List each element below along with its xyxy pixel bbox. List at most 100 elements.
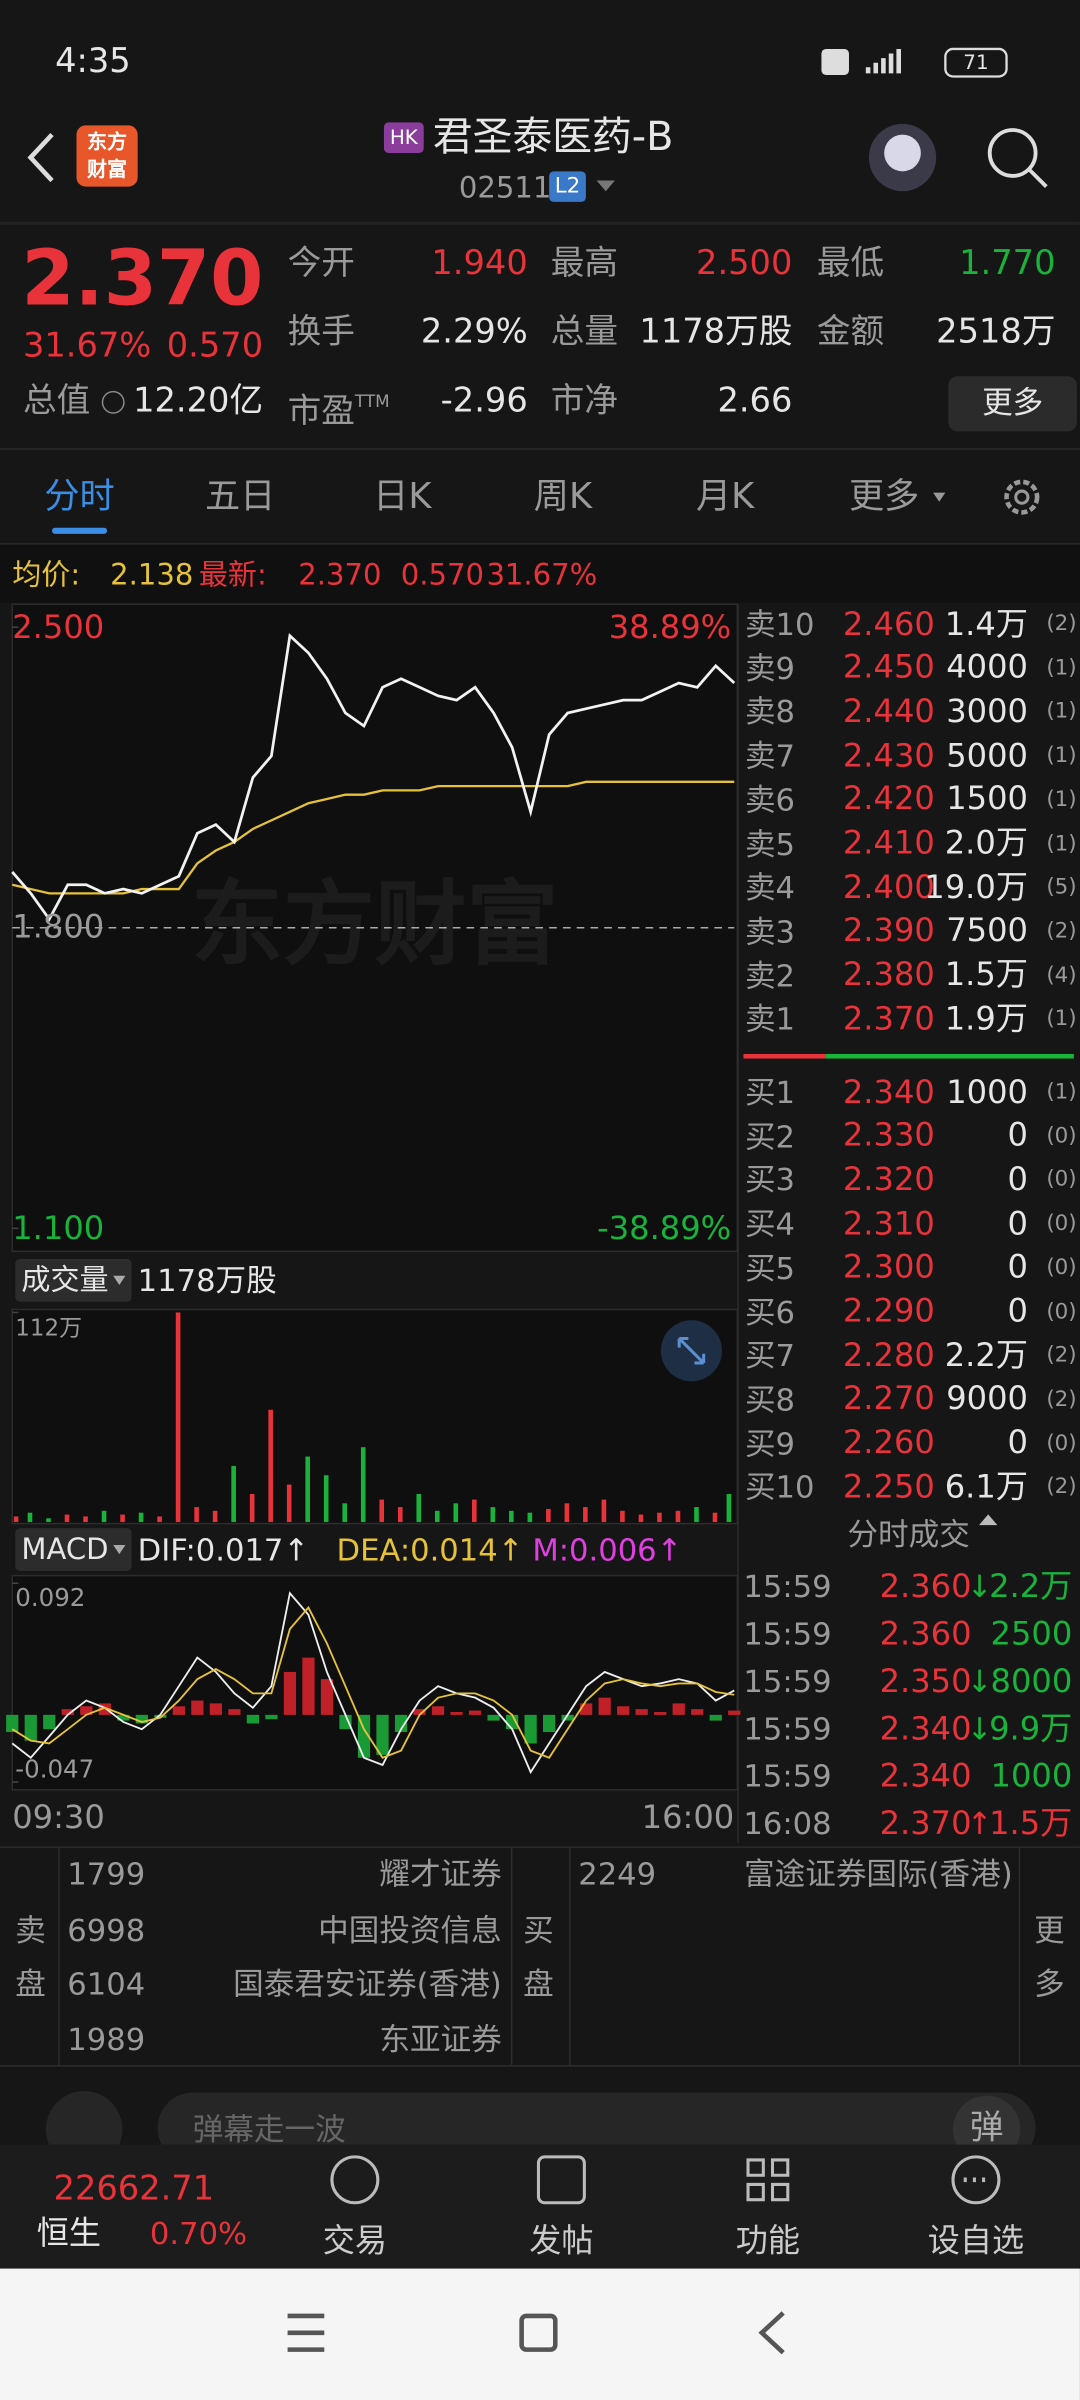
book-label: 卖8	[744, 693, 796, 731]
volume-selector[interactable]	[15, 1258, 132, 1302]
broker-side-label[interactable]: 更	[1034, 1912, 1065, 1949]
price-line	[11, 632, 736, 922]
book-volume: 2.2万	[944, 1336, 1028, 1374]
broker-side-label: 买	[523, 1912, 554, 1949]
book-price: 2.340	[842, 1073, 935, 1110]
nav-item[interactable]: 功能	[735, 2221, 801, 2259]
book-count: (2)	[1046, 919, 1077, 944]
book-label: 买4	[744, 1205, 796, 1243]
trade-price: 2.350	[879, 1662, 972, 1699]
broker-side-label[interactable]: 多	[1034, 1965, 1065, 2003]
divider	[0, 1846, 1080, 1848]
nav-item[interactable]: 交易	[322, 2221, 388, 2259]
book-count: (4)	[1046, 963, 1077, 988]
trade-time: 15:59	[743, 1567, 832, 1605]
book-label: 卖4	[744, 869, 796, 906]
danmaku-button-label[interactable]: 弹	[969, 2109, 1004, 2148]
dif-line	[11, 1591, 735, 1775]
divider	[510, 1847, 513, 2066]
tab[interactable]: 周K	[533, 476, 593, 517]
pct-bottom: -38.89%	[597, 1209, 732, 1246]
volume-bar	[101, 1510, 107, 1523]
settings-button[interactable]	[1004, 479, 1040, 515]
book-count: (2)	[1046, 1343, 1077, 1368]
dea-line	[11, 1605, 735, 1759]
book-count: (2)	[1046, 1387, 1077, 1412]
more-button-label[interactable]: 更多	[982, 383, 1044, 421]
book-label: 买7	[744, 1337, 796, 1374]
expand-icon	[677, 1336, 706, 1365]
book-volume: 4000	[946, 648, 1028, 686]
search-button[interactable]	[987, 128, 1038, 178]
volume-bar	[620, 1510, 625, 1523]
info-icon[interactable]	[101, 390, 125, 414]
volume-bar	[416, 1493, 422, 1523]
volume-bar	[212, 1510, 218, 1523]
book-label: 买10	[744, 1468, 815, 1506]
broker-side-label: 盘	[523, 1965, 554, 2003]
book-count: (5)	[1046, 875, 1077, 900]
macd-bar	[172, 1706, 185, 1715]
bid-ratio	[826, 1053, 1074, 1059]
trade-price: 2.340	[879, 1756, 972, 1794]
broker-id: 6998	[67, 1912, 146, 1949]
book-price: 2.400	[842, 868, 935, 906]
tab[interactable]: 分时	[44, 476, 115, 517]
volume-bar	[194, 1507, 199, 1523]
settings-center	[1014, 489, 1030, 505]
volume-bar	[546, 1508, 551, 1523]
battery-level: 71	[963, 51, 989, 75]
broker-name: 国泰君安证券(香港)	[233, 1965, 502, 2003]
macd-bar	[691, 1709, 704, 1715]
trade-volume: 9.9万	[989, 1709, 1073, 1747]
trade-time: 16:08	[743, 1805, 832, 1842]
macd-selector-label[interactable]: MACD	[21, 1531, 109, 1566]
divider	[0, 2065, 1080, 2067]
field-label: 最低	[816, 244, 885, 283]
volume-selector-label[interactable]: 成交量	[21, 1262, 109, 1297]
index-name: 恒生	[36, 2214, 101, 2251]
volume-bar	[64, 1514, 70, 1523]
latest-label: 最新:	[198, 557, 267, 592]
menu-button[interactable]	[287, 2313, 325, 2352]
back-button[interactable]	[27, 133, 54, 183]
index-value[interactable]: 22662.71	[53, 2170, 215, 2209]
back-nav-button[interactable]	[758, 2311, 785, 2355]
book-count: (0)	[1046, 1255, 1077, 1281]
hd-icon	[821, 48, 849, 75]
book-count: (2)	[1046, 1475, 1077, 1500]
book-price: 2.310	[842, 1204, 935, 1242]
book-volume: 3000	[946, 692, 1028, 730]
macd-bar	[394, 1714, 408, 1733]
macd-bar	[61, 1709, 74, 1715]
nav-item[interactable]: 发帖	[529, 2221, 594, 2259]
nav-item[interactable]: 设自选	[927, 2221, 1025, 2259]
book-price: 2.270	[842, 1380, 935, 1418]
book-price: 2.280	[842, 1336, 935, 1374]
book-label: 买1	[744, 1073, 796, 1111]
macd-dea: DEA:0.014↑	[336, 1531, 524, 1568]
x-label: 09:30	[12, 1798, 105, 1835]
macd-bar	[80, 1706, 93, 1715]
home-button[interactable]	[519, 2313, 558, 2352]
tab[interactable]: 月K	[695, 476, 755, 517]
more-button[interactable]	[948, 376, 1077, 432]
book-label: 卖6	[744, 781, 796, 819]
macd-bar	[728, 1710, 741, 1715]
volume-bar	[157, 1516, 162, 1523]
book-count: (0)	[1046, 1211, 1077, 1237]
volume-panel	[11, 1308, 739, 1525]
macd-bar	[98, 1703, 111, 1715]
field-label: 最高	[550, 244, 619, 283]
trade-time: 15:59	[743, 1757, 832, 1795]
tab[interactable]: 五日	[204, 476, 276, 517]
tab[interactable]: 更多	[848, 476, 920, 517]
dropdown-arrow	[113, 1544, 126, 1555]
book-volume: 2.0万	[944, 824, 1028, 862]
volume-bar	[249, 1493, 255, 1523]
trade-time: 15:59	[743, 1662, 832, 1700]
dropdown-arrow[interactable]	[596, 180, 615, 192]
tab[interactable]: 日K	[373, 476, 432, 517]
comment-placeholder: 弹幕走一波	[192, 2110, 346, 2148]
macd-selector[interactable]	[15, 1528, 132, 1572]
